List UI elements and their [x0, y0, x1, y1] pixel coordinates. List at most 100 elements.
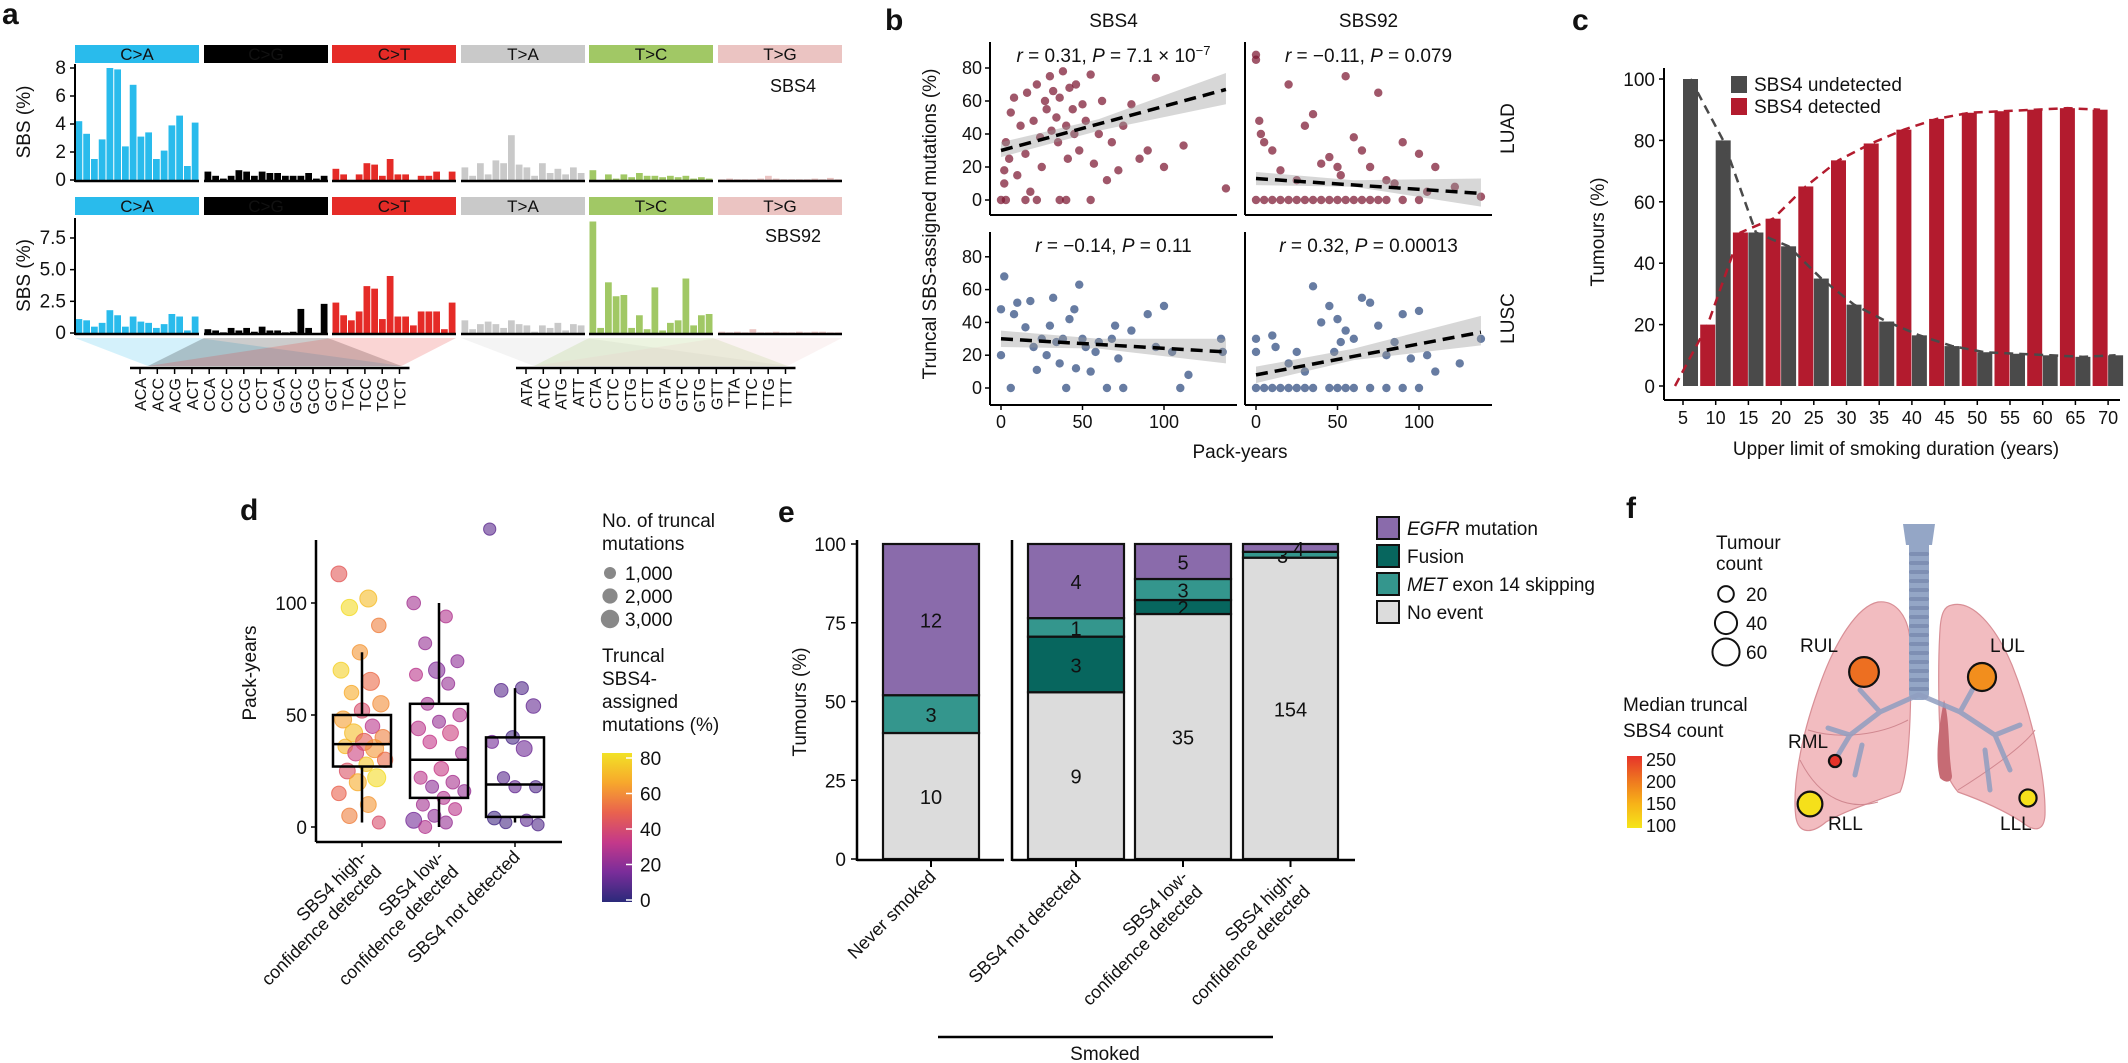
- data-point: [514, 681, 529, 696]
- data-point: [1349, 195, 1359, 205]
- y-tick-label: 5.0: [40, 260, 66, 281]
- bar-sbs4: [448, 171, 456, 180]
- context-label: GCA: [271, 378, 288, 413]
- bar-sbs4: [320, 175, 328, 180]
- x-tick-label: 10: [1706, 408, 1726, 428]
- data-point: [1052, 337, 1061, 347]
- bar-segment: [881, 694, 981, 735]
- bar-sbs92: [266, 330, 274, 333]
- bar-sbs92: [153, 327, 160, 333]
- bar-sbs92: [788, 332, 795, 333]
- x-tick-label: 25: [1804, 408, 1824, 428]
- data-point: [445, 774, 461, 790]
- data-point: [409, 667, 423, 682]
- bar-sbs92: [698, 315, 705, 333]
- stacked-bar: 10 3 12 Never smoked: [844, 542, 981, 963]
- bar-sbs4-detected: [1700, 324, 1716, 386]
- data-point: [1086, 70, 1095, 79]
- bar-sbs4: [803, 179, 811, 180]
- size-legend-circle: [1711, 637, 1741, 667]
- bar-sbs4-undetected: [2010, 353, 2025, 386]
- bar-sbs4: [191, 122, 199, 180]
- bar-sbs92: [659, 330, 666, 333]
- stat-part: = 0.11: [1135, 236, 1192, 257]
- lobe-marker-rul: [1848, 656, 1880, 688]
- context-label: TTT: [779, 378, 796, 408]
- data-point: [493, 683, 509, 698]
- data-point: [1029, 342, 1038, 352]
- data-point: [1143, 146, 1152, 155]
- bar-sbs92: [340, 315, 347, 333]
- bar-sbs92: [620, 294, 628, 333]
- data-point: [1000, 166, 1009, 175]
- legend-label: Fusion: [1407, 547, 1464, 568]
- data-point: [1001, 138, 1011, 147]
- data-point: [1251, 347, 1261, 357]
- panel-label-a: a: [2, 0, 19, 31]
- context-funnel: [148, 338, 402, 366]
- data-point: [1022, 88, 1032, 97]
- data-point: [996, 351, 1006, 360]
- bar-sbs4-detected: [1929, 118, 1945, 386]
- segment-count-label: 9: [1070, 767, 1081, 789]
- context-label: TCG: [375, 378, 392, 412]
- mutation-type-label: T>G: [763, 45, 797, 64]
- bar-sbs4-detected: [2027, 109, 2043, 386]
- data-point: [1317, 318, 1326, 327]
- segment-count-label: 12: [920, 611, 942, 633]
- data-point: [1047, 126, 1056, 135]
- bar-sbs4: [114, 69, 121, 180]
- bar-sbs4: [160, 150, 168, 180]
- panel-a: C>A C>G C>T T>A T>C T>G 0 2 4 6 8 SBS (%) SBS4 C>A C>G…: [14, 45, 842, 414]
- bar-sbs92: [297, 308, 305, 333]
- bar-sbs4-detected: [2059, 108, 2075, 386]
- size-legend-label: 60: [1746, 643, 1767, 664]
- size-legend-label: 40: [1746, 614, 1767, 635]
- y-tick-label: 2.5: [40, 291, 66, 312]
- lung-illustration: [1794, 524, 2046, 832]
- data-point: [1221, 184, 1231, 193]
- data-point: [1390, 179, 1399, 188]
- x-tick-label: 65: [2065, 408, 2085, 428]
- data-point: [1006, 383, 1015, 393]
- panel-label-b: b: [885, 4, 903, 37]
- bar-sbs92: [417, 311, 425, 333]
- bar-sbs92: [484, 321, 492, 333]
- bar-sbs4: [106, 68, 114, 180]
- mutation-type-label: T>G: [763, 197, 797, 216]
- trachea-ring: [1909, 642, 1929, 646]
- y-tick-label: 2: [55, 142, 66, 163]
- bar-sbs92: [394, 316, 402, 333]
- bar-sbs4: [827, 177, 834, 180]
- bar-sbs92: [492, 324, 500, 333]
- data-point: [1374, 321, 1383, 330]
- context-label: TTA: [727, 378, 744, 407]
- bar-sbs92: [834, 332, 842, 333]
- group-label: Smoked: [1070, 1044, 1140, 1063]
- trachea-ring: [1909, 588, 1929, 592]
- bar-sbs92: [674, 320, 682, 333]
- data-point: [1268, 383, 1277, 393]
- data-point: [1013, 171, 1022, 180]
- bar-sbs4: [726, 178, 733, 180]
- data-point: [341, 807, 358, 824]
- data-point: [1045, 72, 1055, 81]
- bar-sbs4: [469, 175, 476, 180]
- data-point: [1089, 159, 1099, 168]
- bar-sbs4: [508, 135, 515, 180]
- bar-sbs92: [258, 326, 266, 333]
- data-point: [1349, 133, 1359, 142]
- bar-sbs92: [780, 332, 788, 333]
- data-point: [1048, 86, 1058, 96]
- stat-part: r: [1279, 236, 1286, 257]
- data-point: [1406, 354, 1416, 363]
- data-point: [1325, 152, 1334, 162]
- legend-suffix: mutation: [1460, 519, 1538, 540]
- color-bar-label: 100: [1646, 816, 1676, 836]
- signature-name: SBS92: [765, 226, 821, 246]
- bar-sbs4: [734, 179, 741, 180]
- scatter-facet: r = −0.14, P = 0.11 0 20 40 60 80 0 50 100: [962, 232, 1237, 432]
- bar-sbs4: [168, 125, 176, 180]
